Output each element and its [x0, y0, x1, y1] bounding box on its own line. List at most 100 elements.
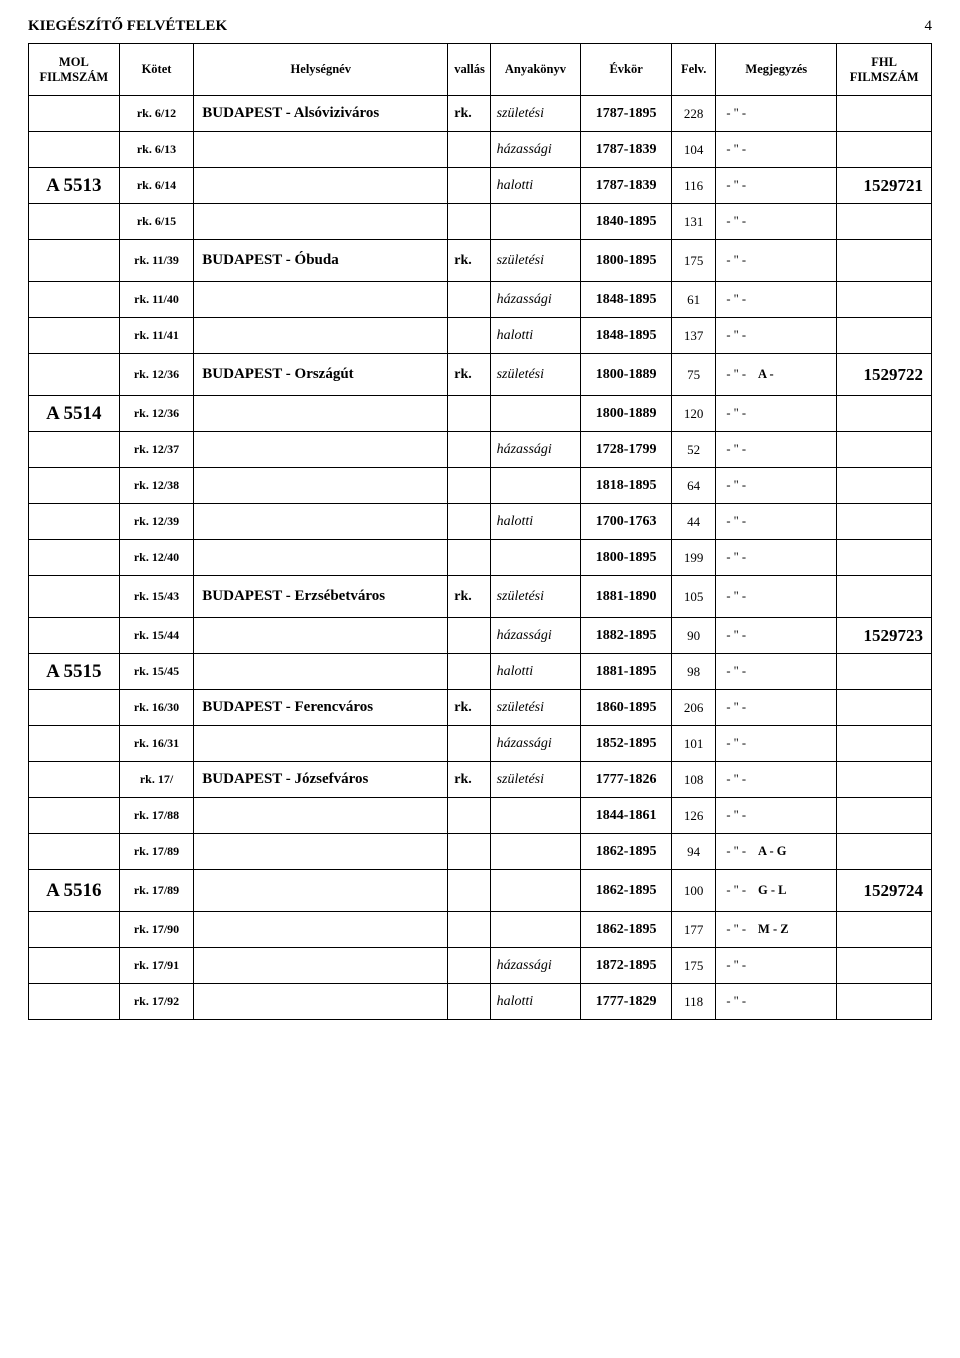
cell-evkor: 1881-1895: [581, 654, 672, 690]
cell-helysegnev: [194, 912, 448, 948]
cell-helysegnev: [194, 726, 448, 762]
cell-anyakonyv: születési: [490, 762, 581, 798]
table-row: rk. 6/151840-1895131- " -: [29, 204, 932, 240]
cell-felv: 90: [671, 618, 715, 654]
cell-mol: [29, 726, 120, 762]
megj-ditto: - " -: [726, 214, 746, 228]
cell-fhl: [837, 654, 932, 690]
cell-mol: [29, 132, 120, 168]
cell-megjegyzes: - " -: [716, 282, 837, 318]
cell-fhl: [837, 912, 932, 948]
megj-ditto: - " -: [726, 367, 746, 381]
cell-kotet: rk. 17/90: [119, 912, 194, 948]
cell-felv: 98: [671, 654, 715, 690]
cell-evkor: 1787-1895: [581, 96, 672, 132]
cell-vallas: [448, 132, 490, 168]
table-row: rk. 16/31házassági1852-1895101- " -: [29, 726, 932, 762]
table-row: A 5514rk. 12/361800-1889120- " -: [29, 396, 932, 432]
cell-evkor: 1844-1861: [581, 798, 672, 834]
cell-helysegnev: [194, 654, 448, 690]
megj-extra: A - G: [758, 844, 786, 858]
cell-felv: 118: [671, 984, 715, 1020]
cell-megjegyzes: - " -: [716, 468, 837, 504]
cell-anyakonyv: halotti: [490, 318, 581, 354]
cell-megjegyzes: - " -: [716, 240, 837, 282]
cell-helysegnev: [194, 432, 448, 468]
cell-anyakonyv: születési: [490, 576, 581, 618]
cell-mol: [29, 240, 120, 282]
cell-kotet: rk. 6/14: [119, 168, 194, 204]
cell-kotet: rk. 15/44: [119, 618, 194, 654]
cell-felv: 104: [671, 132, 715, 168]
cell-anyakonyv: [490, 798, 581, 834]
cell-kotet: rk. 12/40: [119, 540, 194, 576]
cell-felv: 120: [671, 396, 715, 432]
cell-mol: [29, 912, 120, 948]
table-row: rk. 17/881844-1861126- " -: [29, 798, 932, 834]
cell-helysegnev: [194, 504, 448, 540]
cell-megjegyzes: - " -: [716, 654, 837, 690]
cell-megjegyzes: - " -: [716, 96, 837, 132]
cell-mol: [29, 762, 120, 798]
cell-helysegnev: [194, 168, 448, 204]
cell-evkor: 1860-1895: [581, 690, 672, 726]
cell-vallas: rk.: [448, 576, 490, 618]
col-hely: Helységnév: [194, 44, 448, 96]
cell-vallas: [448, 984, 490, 1020]
cell-felv: 94: [671, 834, 715, 870]
cell-helysegnev: BUDAPEST - Erzsébetváros: [194, 576, 448, 618]
cell-mol: [29, 948, 120, 984]
cell-helysegnev: [194, 282, 448, 318]
cell-anyakonyv: születési: [490, 96, 581, 132]
page-title: KIEGÉSZÍTŐ FELVÉTELEK: [28, 18, 227, 35]
cell-megjegyzes: - " -: [716, 576, 837, 618]
col-evkor: Évkör: [581, 44, 672, 96]
cell-mol: [29, 432, 120, 468]
cell-helysegnev: BUDAPEST - Józsefváros: [194, 762, 448, 798]
cell-fhl: [837, 690, 932, 726]
cell-kotet: rk. 11/39: [119, 240, 194, 282]
table-row: A 5513rk. 6/14halotti1787-1839116- " -15…: [29, 168, 932, 204]
page-number: 4: [925, 18, 933, 35]
megj-extra: M - Z: [758, 922, 789, 936]
cell-evkor: 1800-1889: [581, 354, 672, 396]
megj-ditto: - " -: [726, 550, 746, 564]
cell-felv: 175: [671, 240, 715, 282]
cell-kotet: rk. 12/38: [119, 468, 194, 504]
cell-helysegnev: BUDAPEST - Ferencváros: [194, 690, 448, 726]
cell-helysegnev: [194, 204, 448, 240]
megj-ditto: - " -: [726, 292, 746, 306]
table-header-row: MOL FILMSZÁM Kötet Helységnév vallás Any…: [29, 44, 932, 96]
cell-anyakonyv: [490, 912, 581, 948]
cell-evkor: 1800-1889: [581, 396, 672, 432]
cell-vallas: [448, 468, 490, 504]
cell-mol: [29, 318, 120, 354]
cell-megjegyzes: - " -: [716, 690, 837, 726]
cell-fhl: [837, 762, 932, 798]
cell-felv: 64: [671, 468, 715, 504]
cell-felv: 52: [671, 432, 715, 468]
cell-felv: 61: [671, 282, 715, 318]
megj-ditto: - " -: [726, 922, 746, 936]
cell-megjegyzes: - " -G - L: [716, 870, 837, 912]
cell-kotet: rk. 16/30: [119, 690, 194, 726]
cell-evkor: 1862-1895: [581, 912, 672, 948]
table-row: rk. 12/37házassági1728-179952- " -: [29, 432, 932, 468]
cell-anyakonyv: [490, 396, 581, 432]
cell-mol: [29, 576, 120, 618]
cell-kotet: rk. 15/43: [119, 576, 194, 618]
cell-vallas: rk.: [448, 96, 490, 132]
cell-evkor: 1882-1895: [581, 618, 672, 654]
cell-felv: 44: [671, 504, 715, 540]
cell-anyakonyv: születési: [490, 354, 581, 396]
col-vall: vallás: [448, 44, 490, 96]
table-row: rk. 12/36BUDAPEST - Országútrk.születési…: [29, 354, 932, 396]
cell-helysegnev: [194, 798, 448, 834]
cell-fhl: [837, 282, 932, 318]
cell-vallas: [448, 834, 490, 870]
cell-vallas: [448, 948, 490, 984]
cell-helysegnev: [194, 948, 448, 984]
megj-ditto: - " -: [726, 406, 746, 420]
cell-vallas: [448, 798, 490, 834]
cell-megjegyzes: - " -: [716, 432, 837, 468]
